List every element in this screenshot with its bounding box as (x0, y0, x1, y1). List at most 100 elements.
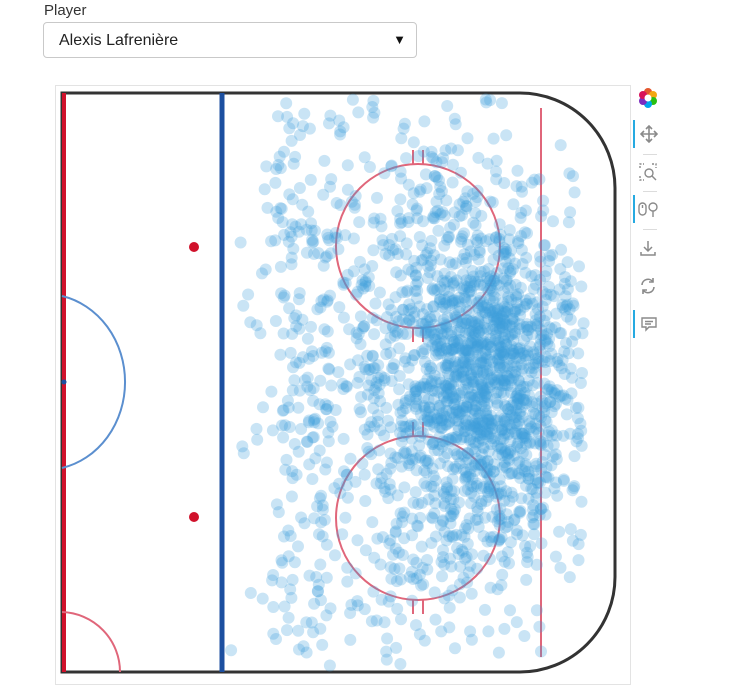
shot-point (413, 628, 426, 641)
shot-point (480, 404, 492, 417)
shot-point (447, 361, 460, 374)
shot-point (520, 298, 532, 311)
shot-point (470, 426, 483, 439)
shot-point (477, 382, 489, 395)
shot-point (490, 278, 503, 291)
shot-point (413, 300, 426, 313)
shot-point (500, 246, 513, 258)
shot-point (440, 194, 453, 207)
shot-point (402, 178, 415, 191)
shot-point (251, 433, 264, 446)
shot-point (531, 477, 544, 490)
shot-point (491, 396, 504, 409)
player-select[interactable]: Alexis Lafrenière ▼ (43, 22, 417, 58)
shot-point (290, 356, 302, 369)
shot-point (575, 424, 588, 437)
shot-point (513, 375, 525, 388)
shot-point (386, 320, 399, 332)
shot-map-plot[interactable] (55, 85, 631, 685)
shot-point (495, 579, 508, 592)
shot-point (391, 248, 404, 260)
shot-point (500, 273, 513, 286)
shot-point (362, 379, 375, 392)
shot-point (464, 336, 477, 349)
shot-point (444, 552, 456, 565)
shot-point (498, 285, 510, 298)
shot-point (495, 424, 508, 437)
bokeh-logo-icon[interactable] (633, 84, 663, 112)
shot-point (470, 362, 483, 375)
chevron-down-icon[interactable]: ▼ (393, 32, 406, 47)
shot-point (389, 525, 402, 538)
hover-tool-icon[interactable] (633, 310, 663, 338)
shot-point (385, 304, 398, 317)
shot-point (336, 377, 349, 390)
shot-point (279, 463, 292, 476)
shot-point (496, 449, 509, 462)
shot-point (498, 555, 511, 568)
shot-point (508, 356, 520, 369)
shot-point (468, 419, 480, 432)
shot-point (283, 421, 296, 433)
shot-point (501, 282, 514, 294)
shot-point (448, 398, 461, 411)
shot-point (447, 279, 460, 292)
shot-point (429, 333, 442, 346)
shot-point (304, 173, 317, 186)
box-zoom-tool-icon[interactable] (633, 158, 663, 186)
shot-point (462, 305, 475, 318)
shot-point (446, 333, 459, 346)
shot-point (470, 452, 483, 465)
shot-point (535, 439, 548, 451)
shot-point (452, 414, 465, 427)
shot-point (385, 456, 398, 469)
shot-point (400, 427, 413, 440)
shot-point (444, 434, 457, 447)
shot-point (508, 326, 521, 339)
shot-point (446, 431, 459, 444)
shot-point (394, 212, 407, 225)
shot-point (521, 345, 534, 358)
shot-point (425, 537, 438, 549)
shot-point (459, 471, 472, 484)
shot-point (358, 151, 371, 164)
pan-tool-icon[interactable] (633, 120, 663, 148)
shot-point (437, 487, 450, 500)
shot-point (433, 344, 446, 357)
save-tool-icon[interactable] (633, 234, 663, 262)
shot-point (491, 378, 504, 391)
shot-point (418, 477, 431, 489)
shot-point (460, 401, 473, 414)
shot-point (534, 390, 547, 403)
shot-point (452, 548, 465, 560)
shot-point (481, 423, 494, 436)
wheel-zoom-tool-icon[interactable] (633, 195, 663, 223)
shot-point (376, 531, 389, 544)
shot-point (484, 463, 497, 476)
shot-point (314, 374, 327, 387)
reset-tool-icon[interactable] (633, 272, 663, 300)
shot-point (400, 402, 412, 415)
shot-point (567, 299, 580, 312)
shot-point (430, 156, 443, 169)
shot-point (293, 293, 305, 306)
shot-point (564, 427, 577, 440)
shot-point (511, 397, 524, 410)
shot-point (512, 237, 525, 250)
shot-point (515, 230, 527, 242)
shot-point (504, 328, 517, 341)
shot-point (476, 338, 488, 351)
shot-point (480, 352, 493, 365)
shot-point (458, 425, 471, 438)
shot-point (539, 333, 552, 346)
shot-point (510, 180, 523, 193)
shot-point (510, 524, 523, 537)
shot-point (426, 512, 439, 525)
shot-point (461, 238, 474, 251)
shot-point (474, 357, 487, 370)
shot-point (529, 473, 542, 486)
shot-point (559, 271, 572, 284)
shot-point (471, 383, 484, 395)
shot-point (413, 231, 426, 243)
shot-point (477, 416, 490, 429)
